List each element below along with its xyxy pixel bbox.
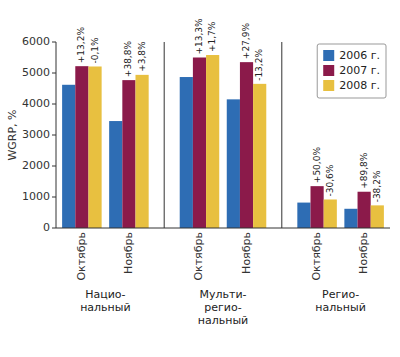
y-tick-label: 0 (43, 221, 50, 234)
y-tick-label: 3000 (22, 128, 50, 141)
y-tick (52, 104, 56, 105)
group-label: Нацио-нальный (80, 288, 130, 314)
legend-swatch (323, 50, 334, 61)
group-label-line: Нацио- (85, 288, 125, 301)
y-tick (52, 42, 56, 43)
bar (358, 192, 371, 228)
y-tick-label: 5000 (22, 66, 50, 79)
bar (88, 66, 101, 228)
bar (240, 62, 253, 228)
group-label-line: нальный (80, 301, 130, 314)
annotation: -30,6% (325, 164, 335, 196)
bar (180, 77, 193, 228)
annotation: +50,0% (312, 147, 322, 184)
x-tick-label: Октябрь (75, 232, 88, 281)
group-label-line: регио- (204, 301, 241, 314)
y-tick-label: 6000 (22, 35, 50, 48)
group-label: Регио-нальный (315, 288, 365, 314)
x-tick-label: Октябрь (310, 232, 323, 281)
x-axis (56, 228, 390, 229)
annotation: +27,9% (241, 23, 251, 60)
group-label: Мульти-регио-нальный (198, 288, 248, 327)
legend-swatch (323, 80, 334, 91)
annotation: -38,2% (372, 170, 382, 202)
bar (62, 85, 75, 228)
y-tick (52, 166, 56, 167)
group-label-line: Мульти- (199, 288, 246, 301)
annotation: +89,8% (359, 152, 369, 189)
bar (310, 186, 323, 228)
group-separator (281, 42, 282, 228)
annotation: +38,8% (123, 41, 133, 78)
legend-label: 2006 г. (339, 49, 380, 62)
group-separator (164, 42, 165, 228)
legend-label: 2007 г. (339, 64, 380, 77)
bar (109, 121, 122, 228)
annotation: +1,7% (207, 21, 217, 52)
legend: 2006 г. 2007 г. 2008 г. (317, 44, 386, 98)
bar (122, 80, 135, 228)
legend-label: 2008 г. (339, 79, 380, 92)
y-tick (52, 197, 56, 198)
bar (75, 66, 88, 228)
y-tick (52, 135, 56, 136)
group-label-line: нальный (315, 301, 365, 314)
group-label-line: нальный (198, 314, 248, 327)
annotation: -0,1% (90, 37, 100, 64)
y-tick-label: 2000 (22, 159, 50, 172)
x-tick-label: Октябрь (192, 232, 205, 281)
legend-swatch (323, 65, 334, 76)
y-axis-label: WGRP, % (6, 109, 19, 160)
x-tick-label: Ноябрь (357, 232, 370, 274)
annotation: +13,2% (76, 27, 86, 64)
y-tick (52, 73, 56, 74)
y-tick-label: 1000 (22, 190, 50, 203)
annotation: +13,3% (194, 18, 204, 55)
annotation: +3,8% (137, 41, 147, 72)
x-tick-label: Ноябрь (122, 232, 135, 274)
legend-box (317, 44, 386, 98)
bar (253, 84, 266, 228)
group-label-line: Регио- (322, 288, 359, 301)
bar (136, 75, 149, 228)
annotation: -13,2% (254, 49, 264, 81)
y-tick (52, 228, 56, 229)
y-tick-label: 4000 (22, 97, 50, 110)
bar (344, 209, 357, 228)
bar (193, 58, 206, 229)
bar (324, 199, 337, 228)
chart: +13,2% +38,8% +13,3% +27,9% +50,0% +89,8% -0,1… (0, 0, 400, 357)
bar (371, 205, 384, 228)
bar (206, 55, 219, 228)
x-tick-label: Ноябрь (240, 232, 253, 274)
bar (227, 99, 240, 228)
bar (297, 203, 310, 228)
